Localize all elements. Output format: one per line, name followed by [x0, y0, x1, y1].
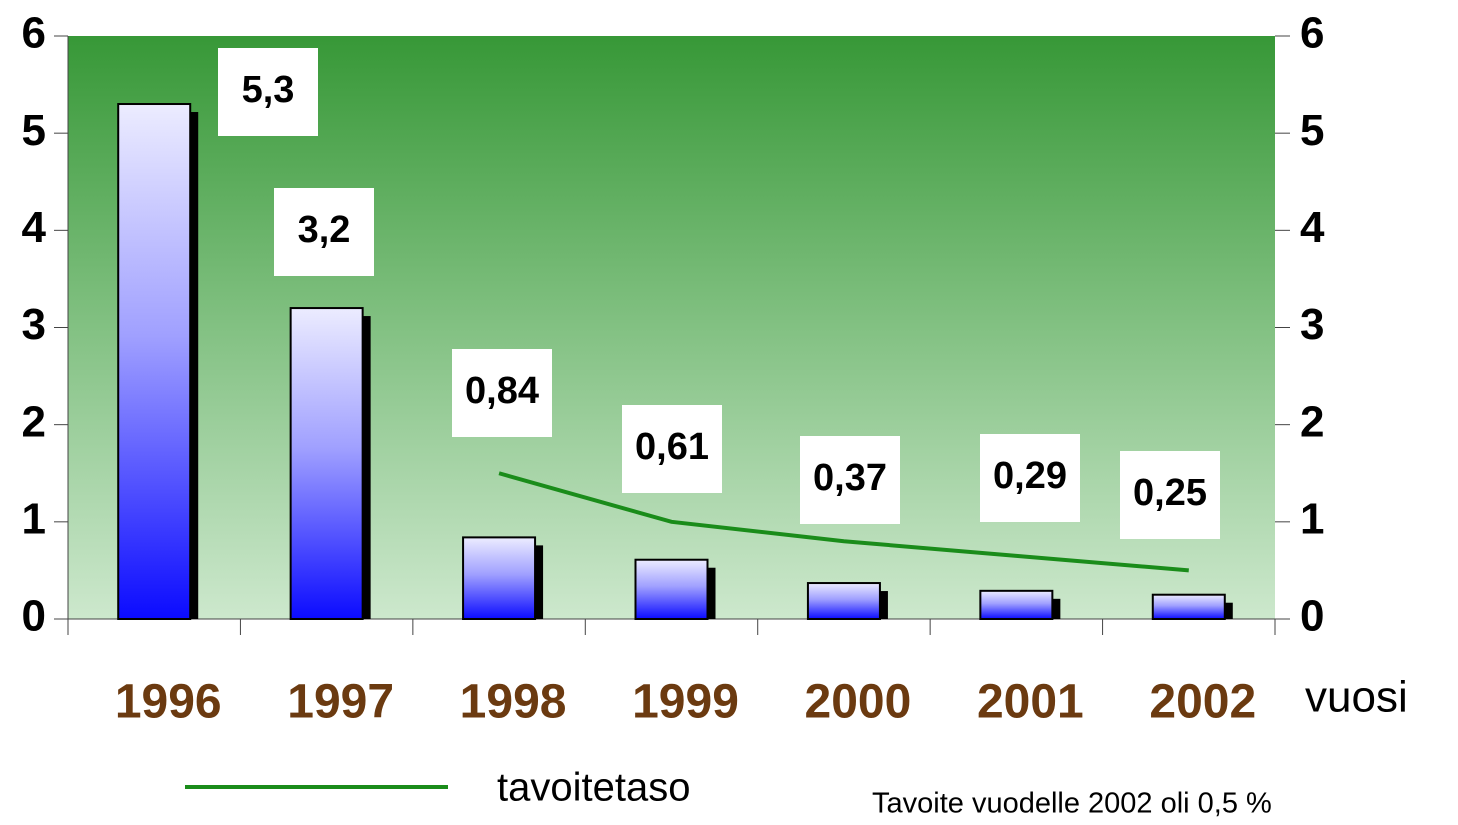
bar [1151, 593, 1226, 620]
x-axis-label: vuosi [1305, 673, 1408, 722]
value-label-box [622, 405, 722, 493]
y-tick-label: 1 [22, 494, 46, 543]
bar [979, 589, 1054, 620]
annotation: Tavoite vuodelle 2002 oli 0,5 % [872, 788, 1272, 820]
y2-tick-label: 4 [1300, 203, 1325, 252]
y2-tick-label: 6 [1300, 9, 1324, 58]
value-label: 0,37 [813, 457, 887, 499]
y-tick-label: 6 [22, 9, 46, 58]
legend-label: tavoitetaso [497, 766, 690, 810]
x-tick-label: 1999 [632, 676, 739, 729]
bar [806, 582, 881, 621]
x-tick-label: 2000 [805, 676, 912, 729]
bar [117, 103, 192, 621]
bar [289, 307, 364, 620]
value-label-box [800, 436, 900, 524]
value-label: 3,2 [298, 209, 351, 251]
value-label-box [452, 349, 552, 437]
y2-tick-label: 5 [1300, 106, 1324, 155]
y2-tick-label: 3 [1300, 300, 1324, 349]
y-tick-label: 5 [22, 106, 46, 155]
x-tick-label: 2002 [1149, 676, 1256, 729]
y-tick-label: 0 [22, 592, 46, 641]
y2-tick-label: 1 [1300, 494, 1324, 543]
x-tick-label: 1998 [460, 676, 567, 729]
value-label: 0,29 [993, 455, 1067, 497]
y2-tick-label: 2 [1300, 397, 1324, 446]
line-series [498, 471, 1189, 573]
y-tick-label: 3 [22, 300, 46, 349]
x-tick-label: 1997 [287, 676, 394, 729]
value-label: 0,25 [1133, 472, 1207, 514]
value-label-box [218, 48, 318, 136]
value-label: 5,3 [242, 69, 295, 111]
bar [462, 536, 537, 621]
x-tick-label: 2001 [977, 676, 1084, 729]
value-label-box [274, 188, 374, 276]
value-label-box [980, 434, 1080, 522]
x-tick-label: 1996 [115, 676, 222, 729]
value-label: 0,84 [465, 370, 539, 412]
y-tick-label: 2 [22, 397, 46, 446]
value-label-box [1120, 451, 1220, 539]
y2-tick-label: 0 [1300, 592, 1324, 641]
y-tick-label: 4 [22, 203, 47, 252]
value-label: 0,61 [635, 426, 709, 468]
bar [634, 558, 709, 620]
